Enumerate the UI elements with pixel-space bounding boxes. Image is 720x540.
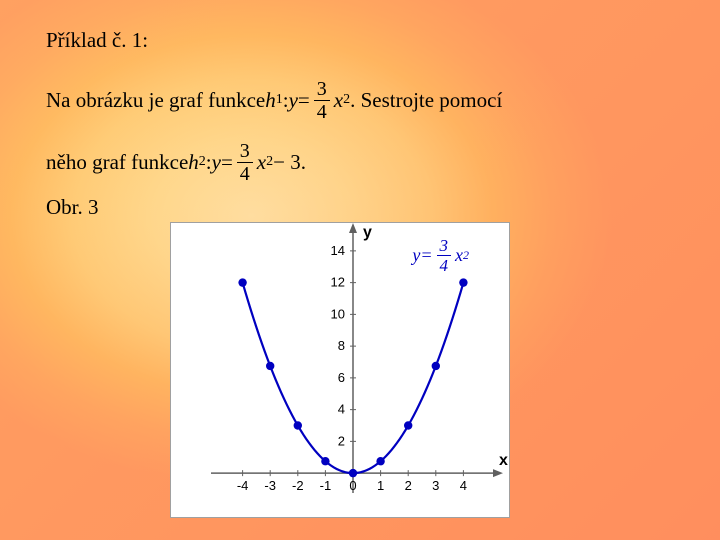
line1-text-a: Na obrázku je graf funkce xyxy=(46,77,265,123)
svg-text:6: 6 xyxy=(338,370,345,385)
svg-text:-3: -3 xyxy=(264,478,276,493)
svg-text:-4: -4 xyxy=(237,478,249,493)
figure-label: Obr. 3 xyxy=(46,195,674,220)
h1-sub: 1 xyxy=(276,85,283,116)
text-line-1: Na obrázku je graf funkce h1: y = 3 4 x2… xyxy=(46,77,674,123)
svg-text:4: 4 xyxy=(338,402,345,417)
equation-h1: y = 3 4 x2 xyxy=(289,77,351,123)
title: Příklad č. 1: xyxy=(46,28,674,53)
chart-num: 3 xyxy=(437,237,452,256)
svg-text:10: 10 xyxy=(331,306,345,321)
equation-h2: y = 3 4 x2 − 3 xyxy=(212,139,301,185)
svg-text:-2: -2 xyxy=(292,478,304,493)
x-var-1: x xyxy=(334,77,343,123)
line1-text-b: . Sestrojte pomocí xyxy=(350,77,502,123)
sq-1: 2 xyxy=(343,85,350,116)
svg-text:-1: -1 xyxy=(320,478,332,493)
slide-content: Příklad č. 1: Na obrázku je graf funkce … xyxy=(0,0,720,252)
den-2: 4 xyxy=(237,163,253,184)
svg-text:y: y xyxy=(363,224,372,241)
svg-text:x: x xyxy=(499,452,508,469)
h1-var: h xyxy=(265,77,276,123)
text-line-2: něho graf funkce h2: y = 3 4 x2 − 3 . xyxy=(46,139,674,185)
svg-text:4: 4 xyxy=(460,478,467,493)
den-1: 4 xyxy=(314,101,330,122)
num-1: 3 xyxy=(314,79,330,101)
period: . xyxy=(301,139,306,185)
y-var-1: y xyxy=(289,77,298,123)
svg-text:12: 12 xyxy=(331,275,345,290)
svg-text:2: 2 xyxy=(338,433,345,448)
fraction-1: 3 4 xyxy=(314,79,330,122)
h2-sub: 2 xyxy=(199,147,206,178)
h2-var: h xyxy=(188,139,199,185)
y-var-2: y xyxy=(212,139,221,185)
chart-y: y xyxy=(412,245,420,266)
fraction-2: 3 4 xyxy=(237,141,253,184)
chart-x: x xyxy=(455,245,463,266)
chart-sq: 2 xyxy=(463,248,469,263)
num-2: 3 xyxy=(237,141,253,163)
svg-text:3: 3 xyxy=(432,478,439,493)
eq-2: = xyxy=(221,139,233,185)
minus3: − 3 xyxy=(273,139,301,185)
x-var-2: x xyxy=(257,139,266,185)
svg-text:2: 2 xyxy=(405,478,412,493)
svg-text:8: 8 xyxy=(338,338,345,353)
line2-text-a: něho graf funkce xyxy=(46,139,188,185)
svg-text:14: 14 xyxy=(331,243,345,258)
chart-container: -4-3-2-1012342468101214xy y = 3 4 x2 xyxy=(170,222,510,518)
svg-text:0: 0 xyxy=(349,478,356,493)
svg-text:1: 1 xyxy=(377,478,384,493)
sq-2: 2 xyxy=(266,147,273,178)
eq-1: = xyxy=(298,77,310,123)
chart-fraction: 3 4 xyxy=(437,237,452,274)
chart-den: 4 xyxy=(437,256,452,274)
chart-equation-label: y = 3 4 x2 xyxy=(412,237,469,274)
chart-eq: = xyxy=(420,245,432,266)
